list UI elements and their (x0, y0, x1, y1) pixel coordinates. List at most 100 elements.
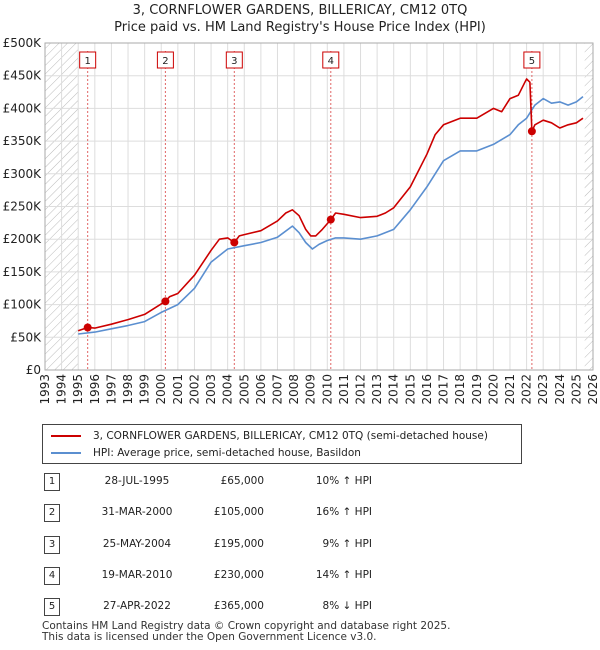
x-tick-label: 2002 (187, 374, 201, 405)
sale-marker-box (79, 51, 97, 69)
legend-swatch-property (51, 435, 81, 437)
y-tick-label: £400K (3, 101, 43, 115)
plot-border (44, 42, 594, 371)
sale-marker-label: 4 (328, 56, 334, 67)
x-tick-label: 2013 (370, 374, 384, 405)
x-tick-label: 2016 (420, 374, 434, 405)
x-tick-label: 2020 (486, 374, 500, 405)
sale-price: £230,000 (213, 569, 264, 581)
footer-licence: This data is licensed under the Open Gov… (42, 631, 377, 643)
table-row: 4 19-MAR-2010 £230,000 14% ↑ HPI (42, 567, 442, 587)
sale-price: £65,000 (220, 475, 264, 487)
x-tick-label: 2009 (304, 374, 318, 405)
sale-price: £195,000 (213, 538, 264, 550)
x-tick-label: 2006 (254, 374, 268, 405)
sale-marker-label: 2 (162, 56, 168, 67)
table-row: 3 25-MAY-2004 £195,000 9% ↑ HPI (42, 536, 442, 556)
sale-point (527, 127, 536, 136)
y-tick-label: £0 (26, 363, 41, 377)
x-tick-label: 2001 (171, 374, 185, 405)
y-tick-label: £300K (3, 167, 43, 181)
y-tick-label: £450K (3, 69, 43, 83)
x-tick-label: 1993 (38, 374, 52, 405)
x-tick-label: 1997 (104, 374, 118, 405)
x-tick-label: 2023 (536, 374, 550, 405)
x-tick-label: 1995 (71, 374, 85, 405)
y-tick-label: £150K (3, 265, 43, 279)
y-tick-label: £200K (3, 232, 43, 246)
x-tick-label: 2004 (221, 374, 235, 405)
sale-number-badge: 3 (44, 536, 60, 554)
legend: 3, CORNFLOWER GARDENS, BILLERICAY, CM12 … (42, 424, 522, 464)
x-tick-label: 2014 (387, 374, 401, 405)
x-tick-label: 1994 (55, 374, 69, 405)
x-tick-label: 2007 (270, 374, 284, 405)
x-tick-label: 2005 (237, 374, 251, 405)
title-line-1: 3, CORNFLOWER GARDENS, BILLERICAY, CM12 … (132, 3, 468, 18)
x-tick-label: 2017 (437, 374, 451, 405)
x-tick-label: 1999 (138, 374, 152, 405)
table-row: 2 31-MAR-2000 £105,000 16% ↑ HPI (42, 504, 442, 524)
sale-marker-label: 5 (529, 56, 535, 67)
chart-title: 3, CORNFLOWER GARDENS, BILLERICAY, CM12 … (0, 2, 600, 36)
y-tick-label: £100K (3, 298, 43, 312)
x-tick-label: 1998 (121, 374, 135, 405)
sale-number-badge: 4 (44, 567, 60, 585)
y-tick-label: £50K (10, 330, 42, 344)
sale-date: 19-MAR-2010 (101, 569, 173, 581)
x-tick-label: 2026 (586, 374, 600, 405)
legend-label-property: 3, CORNFLOWER GARDENS, BILLERICAY, CM12 … (93, 430, 488, 442)
x-tick-label: 2010 (320, 374, 334, 405)
property-price-line (77, 78, 584, 332)
sale-date: 27-APR-2022 (103, 600, 171, 612)
x-tick-label: 2021 (503, 374, 517, 405)
y-tick-label: £350K (3, 134, 43, 148)
legend-item-hpi: HPI: Average price, semi-detached house,… (51, 445, 361, 461)
table-row: 1 28-JUL-1995 £65,000 10% ↑ HPI (42, 473, 442, 493)
sale-price: £105,000 (213, 506, 264, 518)
x-tick-label: 2011 (337, 374, 351, 405)
x-tick-label: 2015 (403, 374, 417, 405)
sale-date: 25-MAY-2004 (102, 538, 172, 550)
sale-hpi-diff: 8% ↓ HPI (322, 600, 372, 612)
title-line-2: Price paid vs. HM Land Registry's House … (114, 20, 486, 35)
sale-date: 28-JUL-1995 (104, 475, 170, 487)
sale-number-badge: 1 (44, 473, 60, 491)
footer-copyright: Contains HM Land Registry data © Crown c… (42, 620, 451, 632)
sale-marker-box (225, 51, 243, 69)
sale-number-badge: 5 (44, 598, 60, 616)
sale-point (161, 297, 170, 306)
sale-price: £365,000 (213, 600, 264, 612)
x-tick-label: 2000 (154, 374, 168, 405)
x-tick-label: 1996 (88, 374, 102, 405)
sale-hpi-diff: 9% ↑ HPI (322, 538, 372, 550)
x-tick-label: 2012 (354, 374, 368, 405)
x-tick-label: 2008 (287, 374, 301, 405)
sale-marker-box (322, 51, 340, 69)
sale-marker-label: 1 (84, 56, 90, 67)
x-tick-label: 2019 (470, 374, 484, 405)
y-tick-label: £250K (3, 200, 43, 214)
sale-point (326, 215, 335, 224)
sale-hpi-diff: 10% ↑ HPI (315, 475, 372, 487)
sale-point (230, 238, 239, 247)
sale-number-badge: 2 (44, 504, 60, 522)
x-tick-label: 2003 (204, 374, 218, 405)
x-tick-label: 2024 (553, 374, 567, 405)
legend-label-hpi: HPI: Average price, semi-detached house,… (93, 447, 361, 459)
footer: Contains HM Land Registry data © Crown c… (42, 621, 450, 643)
sale-date: 31-MAR-2000 (101, 506, 173, 518)
sale-hpi-diff: 14% ↑ HPI (315, 569, 372, 581)
x-tick-label: 2018 (453, 374, 467, 405)
sale-hpi-diff: 16% ↑ HPI (315, 506, 372, 518)
legend-item-property: 3, CORNFLOWER GARDENS, BILLERICAY, CM12 … (51, 428, 488, 444)
price-chart: £0 £50K £100K £150K £200K £250K £300K £350K £400… (3, 36, 600, 405)
sale-marker-label: 3 (231, 56, 237, 67)
y-tick-label: £500K (3, 36, 43, 50)
sale-marker-box (156, 51, 174, 69)
legend-swatch-hpi (51, 452, 81, 454)
table-row: 5 27-APR-2022 £365,000 8% ↓ HPI (42, 598, 442, 618)
sale-point (83, 323, 92, 332)
x-tick-label: 2022 (520, 374, 534, 405)
sale-marker-box (523, 51, 541, 69)
